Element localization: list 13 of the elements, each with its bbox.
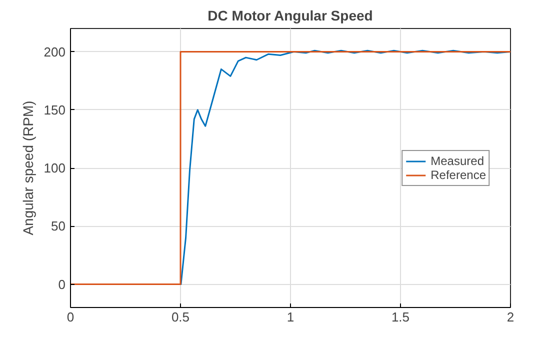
x-tick-label: 2 [506, 310, 514, 324]
y-tick-label: 150 [44, 102, 66, 118]
legend-label: Measured [430, 154, 484, 168]
y-axis-title: Angular speed (RPM) [20, 100, 36, 236]
legend-label: Reference [430, 168, 486, 182]
y-tick-label: 0 [58, 276, 66, 292]
y-tick-label: 200 [44, 44, 66, 60]
y-tick-label: 100 [44, 160, 66, 176]
y-tick-label: 50 [51, 218, 66, 234]
chart-title: DC Motor Angular Speed [208, 8, 373, 24]
x-tick-label: 0.5 [171, 310, 190, 324]
x-tick-label: 1 [286, 310, 294, 324]
x-tick-label: 1.5 [391, 310, 410, 324]
